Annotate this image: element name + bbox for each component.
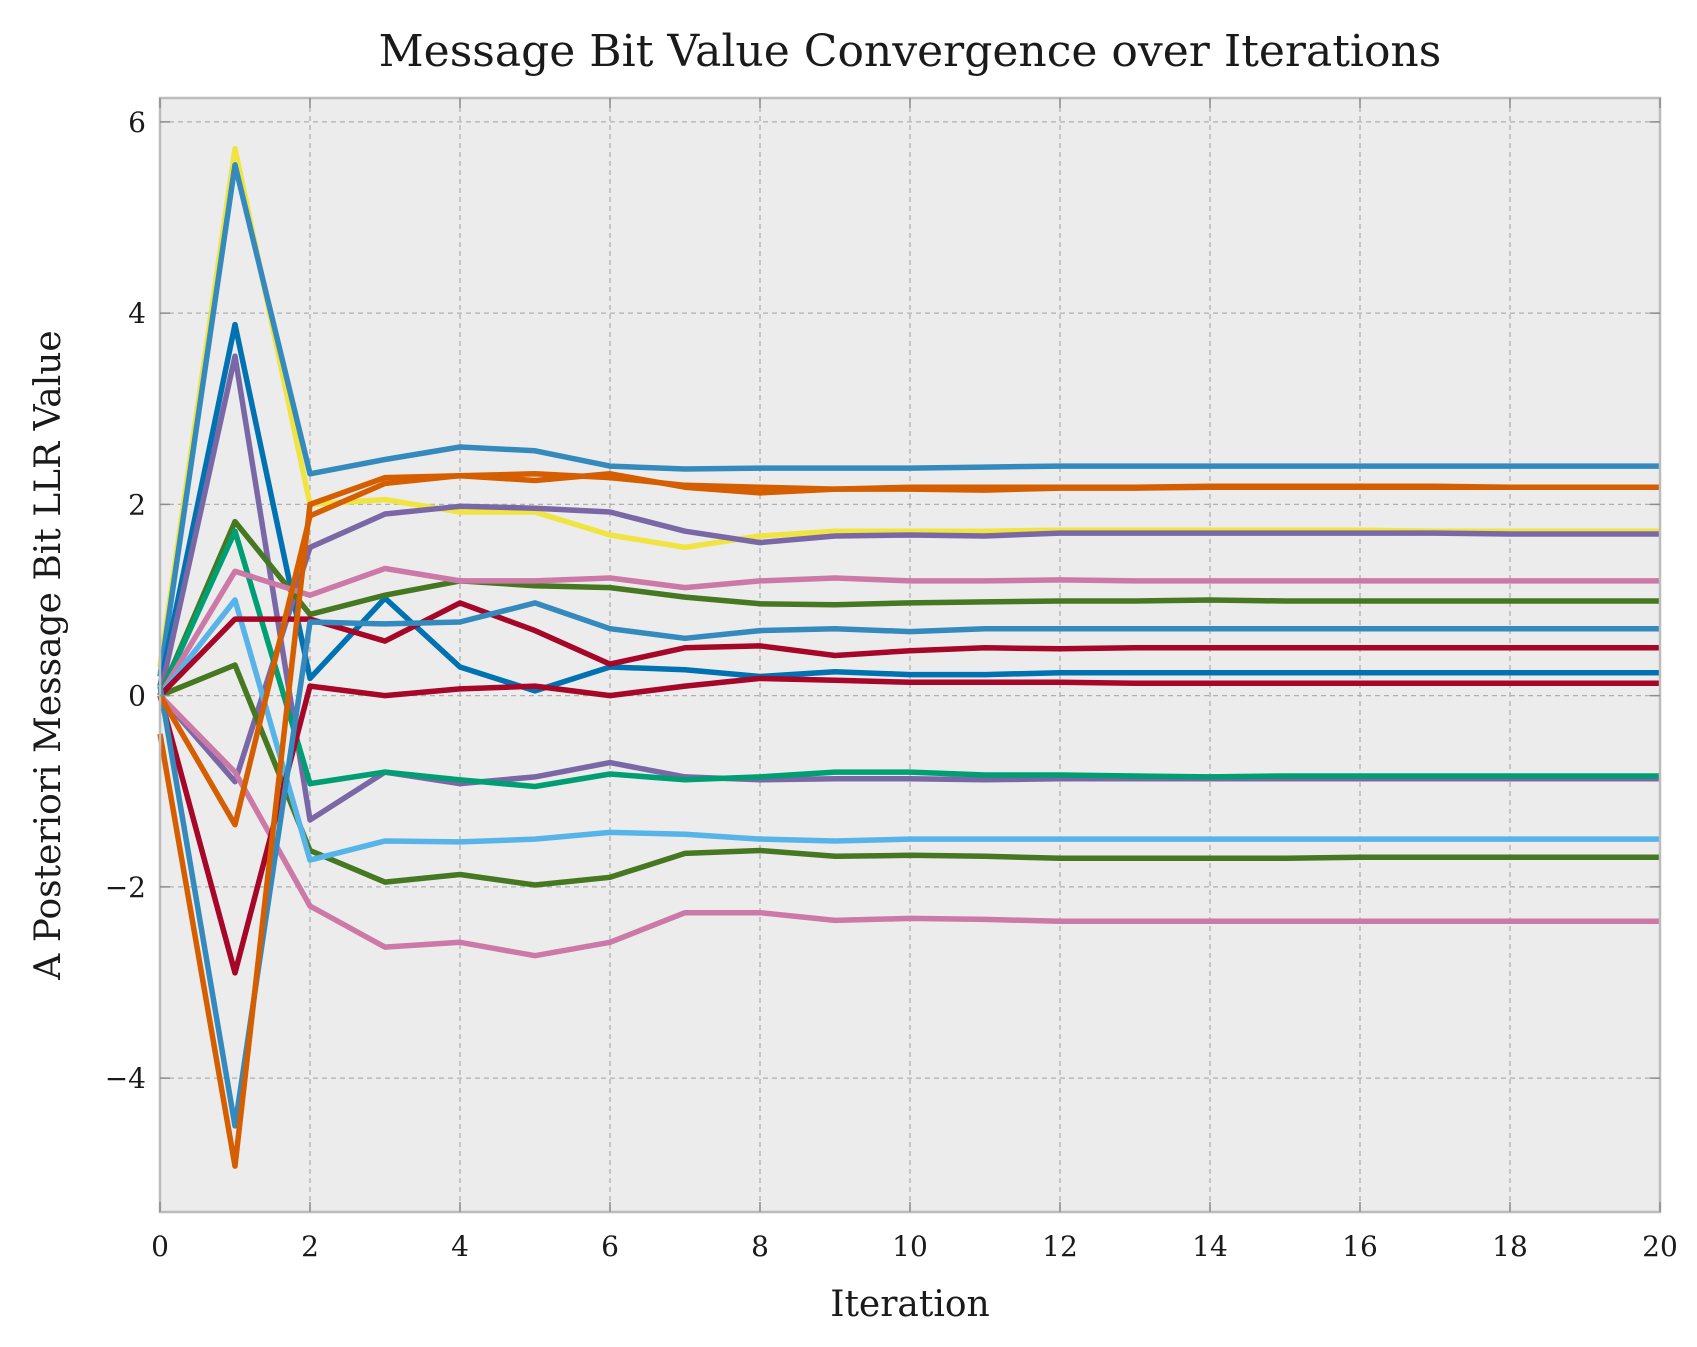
y-tick-label: −4: [105, 1062, 146, 1095]
series-line-11: [157, 597, 1660, 863]
x-tick-label: 20: [1642, 1230, 1678, 1263]
series-line-5: [157, 503, 1660, 785]
ticks: 0 2 4 6 8 10 12 14 16 18 20 −4 −2 0 2 4 6: [105, 98, 1678, 1263]
series-line-7: [158, 662, 1660, 888]
series-line-2: [157, 162, 1660, 677]
x-tick-label: 6: [601, 1230, 619, 1263]
x-tick-label: 16: [1342, 1230, 1378, 1263]
series-line-6: [157, 518, 1660, 697]
x-tick-label: 4: [451, 1230, 469, 1263]
x-tick-label: 10: [892, 1230, 928, 1263]
series-line-8: [157, 528, 1660, 790]
x-tick-label: 8: [751, 1230, 769, 1263]
y-axis-label: A Posteriori Message Bit LLR Value: [28, 330, 69, 980]
series-line-9: [157, 565, 1660, 698]
y-tick-label: 2: [128, 488, 146, 521]
x-tick-label: 14: [1192, 1230, 1228, 1263]
series-line-10: [158, 693, 1660, 959]
y-tick-label: 0: [128, 680, 146, 713]
x-tick-label: 18: [1492, 1230, 1528, 1263]
y-tick-label: 6: [128, 106, 146, 139]
x-tick-label: 12: [1042, 1230, 1078, 1263]
series-layer: [157, 145, 1660, 1169]
y-tick-label: −2: [105, 871, 146, 904]
series-line-12: [158, 600, 1660, 698]
series-line-16: [157, 471, 1660, 828]
series-line-13: [157, 675, 1660, 976]
x-axis-label: Iteration: [830, 1284, 990, 1325]
x-tick-label: 2: [301, 1230, 319, 1263]
chart-title: Message Bit Value Convergence over Itera…: [379, 26, 1442, 77]
y-tick-label: 4: [128, 297, 146, 330]
x-tick-label: 0: [151, 1230, 169, 1263]
series-line-14: [157, 600, 1660, 1129]
